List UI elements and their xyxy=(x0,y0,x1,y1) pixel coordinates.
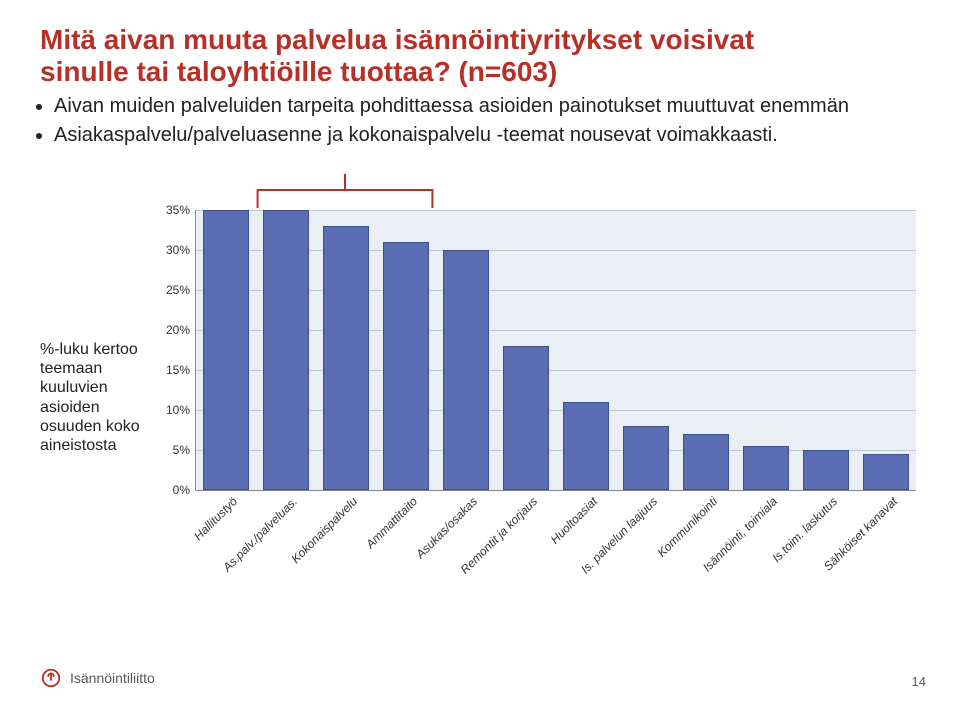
bullet-list: Aivan muiden palveluiden tarpeita pohdit… xyxy=(54,94,920,148)
y-tick-label: 0% xyxy=(173,483,196,497)
y-tick-label: 30% xyxy=(166,243,196,257)
bar xyxy=(383,242,430,490)
x-tick-label: Ammattitaito xyxy=(359,490,420,551)
y-tick-label: 25% xyxy=(166,283,196,297)
bar xyxy=(803,450,850,490)
bar xyxy=(743,446,790,490)
bullet-item: Aivan muiden palveluiden tarpeita pohdit… xyxy=(54,94,920,119)
bar xyxy=(323,226,370,490)
title-line-1: Mitä aivan muuta palvelua isännöintiyrit… xyxy=(40,24,754,55)
bar xyxy=(683,434,730,490)
x-tick-label: Hallitustyö xyxy=(187,490,240,543)
plot-area: 0%5%10%15%20%25%30%35%HallitustyöAs.palv… xyxy=(195,210,916,491)
x-tick-label: Huoltoasiat xyxy=(544,490,601,547)
y-tick-label: 5% xyxy=(173,443,196,457)
brand-name: Isännöintiliitto xyxy=(70,670,155,686)
bullet-item: Asiakaspalvelu/palveluasenne ja kokonais… xyxy=(54,123,920,148)
footer-brand: Isännöintiliitto xyxy=(40,667,155,689)
bar xyxy=(203,210,250,490)
bar xyxy=(863,454,910,490)
brand-logo-icon xyxy=(40,667,62,689)
bar xyxy=(263,210,310,490)
y-tick-label: 20% xyxy=(166,323,196,337)
y-tick-label: 35% xyxy=(166,203,196,217)
y-tick-label: 15% xyxy=(166,363,196,377)
bar xyxy=(503,346,550,490)
bar xyxy=(563,402,610,490)
side-caption: %-luku kertoo teemaan kuuluvien asioiden… xyxy=(40,340,140,455)
bar-chart: 0%5%10%15%20%25%30%35%HallitustyöAs.palv… xyxy=(150,210,930,610)
y-tick-label: 10% xyxy=(166,403,196,417)
page-title: Mitä aivan muuta palvelua isännöintiyrit… xyxy=(40,24,920,88)
title-line-2: sinulle tai taloyhtiöille tuottaa? (n=60… xyxy=(40,56,557,87)
bar xyxy=(623,426,670,490)
page-number: 14 xyxy=(912,674,926,689)
bar xyxy=(443,250,490,490)
